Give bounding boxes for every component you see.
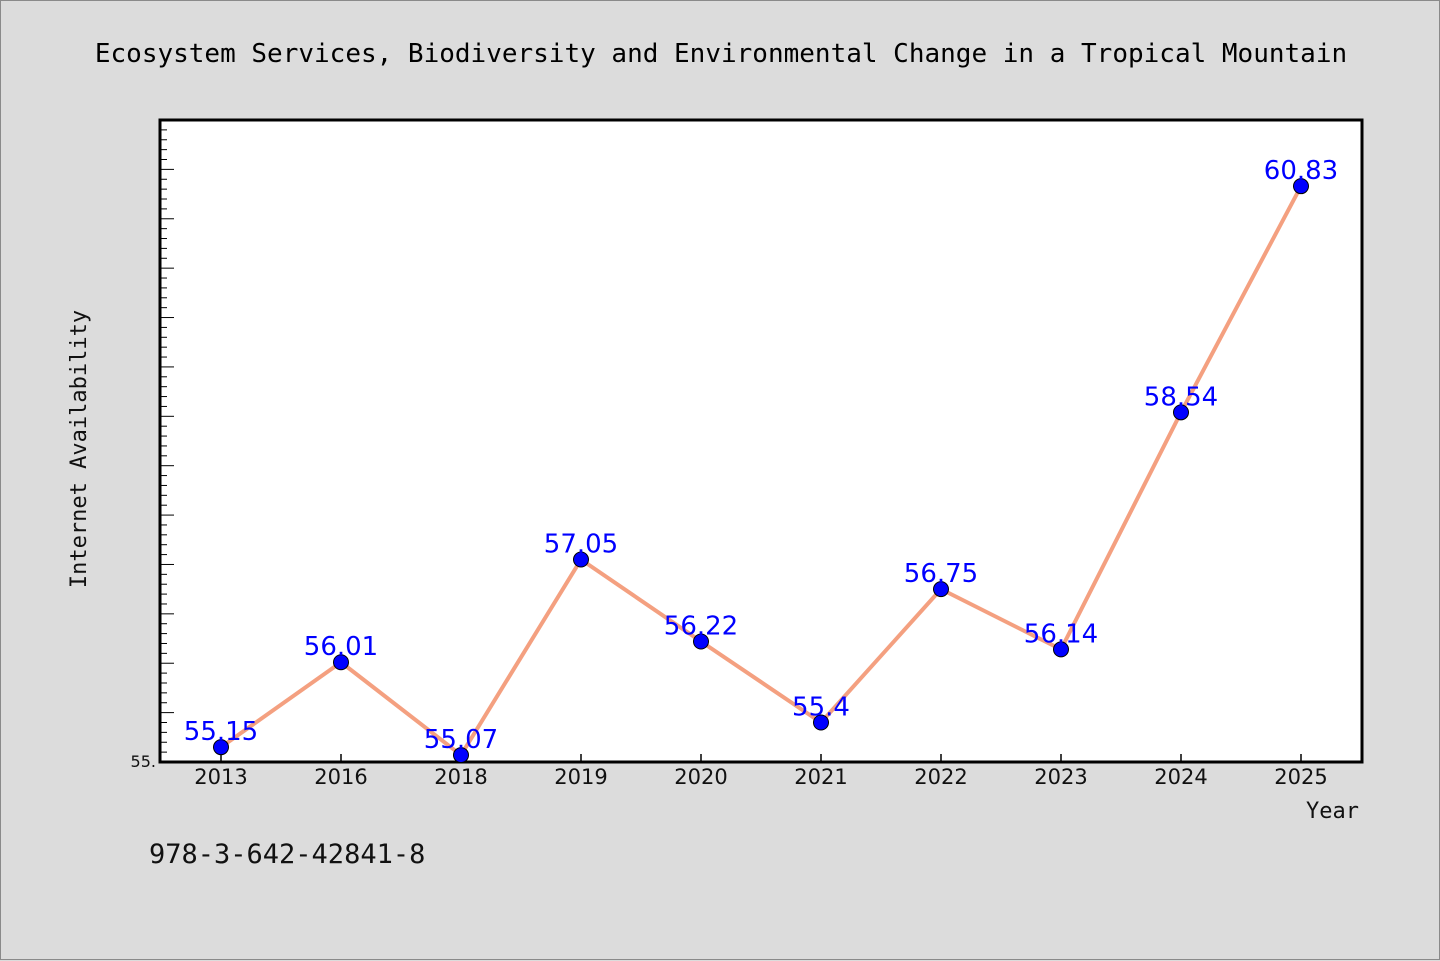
data-point bbox=[573, 551, 589, 568]
x-tick-label: 2013 bbox=[194, 765, 247, 789]
data-label: 60.83 bbox=[1264, 156, 1338, 186]
series-markers bbox=[213, 178, 1309, 764]
plot-area bbox=[158, 118, 1364, 764]
data-label: 55.07 bbox=[424, 725, 498, 755]
data-label: 58.54 bbox=[1144, 382, 1218, 412]
x-tick-label: 2020 bbox=[674, 765, 727, 789]
data-label: 57.05 bbox=[544, 530, 618, 560]
data-label: 56.22 bbox=[664, 612, 738, 642]
chart-title: Ecosystem Services, Biodiversity and Env… bbox=[95, 39, 1347, 69]
data-point bbox=[333, 654, 349, 671]
data-point bbox=[1053, 641, 1069, 658]
data-point bbox=[813, 714, 829, 731]
x-tick-label: 2022 bbox=[914, 765, 967, 789]
x-tick-label: 2025 bbox=[1274, 765, 1327, 789]
data-point bbox=[693, 633, 709, 650]
y-tick-label: 55. bbox=[131, 752, 156, 771]
x-tick-label: 2019 bbox=[554, 765, 607, 789]
x-tick-label: 2023 bbox=[1034, 765, 1087, 789]
y-axis-ticks bbox=[160, 129, 174, 763]
data-label: 56.75 bbox=[904, 559, 978, 589]
data-point bbox=[1293, 178, 1309, 195]
footer-isbn: 978-3-642-42841-8 bbox=[149, 839, 425, 870]
x-axis-title: Year bbox=[1306, 799, 1359, 824]
data-point bbox=[213, 739, 229, 756]
x-tick-label: 2024 bbox=[1154, 765, 1207, 789]
y-axis-title: Internet Availability bbox=[67, 310, 92, 588]
x-tick-label: 2016 bbox=[314, 765, 367, 789]
data-point bbox=[933, 581, 949, 598]
x-tick-label: 2018 bbox=[434, 765, 487, 789]
x-axis-tick-labels: 2013 2016 2018 2019 2020 2021 2022 2023 2024 2025 bbox=[194, 765, 1327, 789]
x-tick-label: 2021 bbox=[794, 765, 847, 789]
data-labels: 55.15 56.01 55.07 57.05 56.22 55.4 56.75 56.14 5… bbox=[184, 156, 1338, 755]
series-line bbox=[219, 185, 1303, 758]
data-point bbox=[453, 747, 469, 764]
y-axis-tick-labels: 55. bbox=[131, 752, 156, 771]
data-label: 55.15 bbox=[184, 717, 258, 747]
data-label: 56.01 bbox=[304, 632, 378, 662]
data-label: 56.14 bbox=[1024, 619, 1098, 649]
data-label: 55.4 bbox=[792, 692, 850, 722]
data-point bbox=[1173, 404, 1189, 421]
